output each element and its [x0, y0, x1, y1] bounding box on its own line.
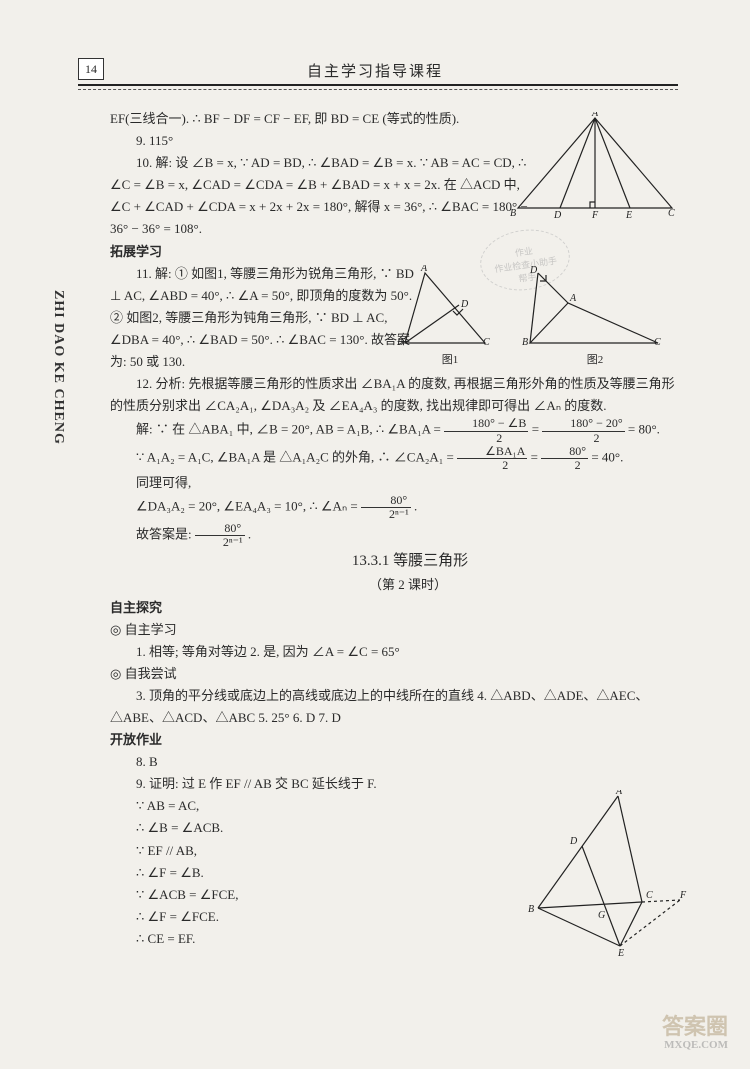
- section-subtitle: （第 2 课时）: [110, 574, 680, 596]
- svg-text:D: D: [553, 210, 562, 221]
- paragraph: 12. 分析: 先根据等腰三角形的性质求出 ∠BA₁A 的度数, 再根据三角形外…: [110, 373, 680, 417]
- svg-text:E: E: [625, 210, 632, 221]
- svg-text:A: A: [615, 790, 623, 797]
- figure-top: A B C D E F: [510, 112, 680, 222]
- svg-text:B: B: [397, 337, 403, 347]
- section-title: 13.3.1 等腰三角形: [110, 549, 680, 575]
- svg-text:B: B: [522, 337, 528, 347]
- page-title: 自主学习指导课程: [0, 60, 750, 81]
- equation-line: 解: ∵ 在 △ABA₁ 中, ∠B = 20°, AB = A₁B, ∴ ∠B…: [110, 417, 680, 444]
- diagram-svg: A B C D E F: [510, 112, 680, 222]
- text: = 80°.: [628, 422, 660, 437]
- svg-text:B: B: [528, 904, 534, 915]
- text: =: [531, 449, 542, 464]
- svg-text:C: C: [646, 890, 653, 901]
- paragraph: 1. 相等; 等角对等边 2. 是, 因为 ∠A = ∠C = 65°: [110, 641, 680, 663]
- heading: 开放作业: [110, 729, 680, 751]
- fraction: 180° − ∠B2: [444, 417, 528, 444]
- watermark: 答案圈 MXQE.COM: [662, 1015, 728, 1051]
- side-pinyin: ZHI DAO KE CHENG: [50, 290, 68, 445]
- paragraph: 8. B: [110, 751, 680, 773]
- fraction: 80°2: [541, 445, 588, 472]
- svg-text:A: A: [591, 112, 599, 119]
- watermark-sub: MXQE.COM: [662, 1039, 728, 1051]
- text: =: [532, 422, 543, 437]
- figure-1: A B C D 图1: [395, 265, 505, 360]
- svg-text:D: D: [569, 836, 578, 847]
- sub-heading: ◎ 自主学习: [110, 619, 680, 641]
- figure-label: 图2: [520, 351, 670, 367]
- svg-text:C: C: [483, 337, 490, 347]
- paragraph: 3. 顶角的平分线或底边上的高线或底边上的中线所在的直线 4. △ABD、△AD…: [110, 685, 680, 729]
- svg-text:C: C: [668, 208, 675, 219]
- figure-2: A B C D 图2: [520, 265, 670, 360]
- equation-line: ∵ A₁A₂ = A₁C, ∠BA₁A 是 △A₁A₂C 的外角, ∴ ∠CA₂…: [110, 445, 680, 472]
- text: .: [414, 499, 417, 514]
- diagram-svg: A B C D: [395, 265, 505, 347]
- figure-label: 图1: [395, 351, 505, 367]
- watermark-text: 答案圈: [662, 1014, 728, 1039]
- fraction: 180° − 20°2: [542, 417, 624, 444]
- sub-heading: ◎ 自我尝试: [110, 663, 680, 685]
- paragraph: 同理可得,: [110, 472, 680, 494]
- text: ∠DA₃A₂ = 20°, ∠EA₄A₃ = 10°, ∴ ∠Aₙ =: [136, 499, 361, 514]
- text: .: [248, 526, 251, 541]
- fraction: ∠BA₁A2: [457, 445, 527, 472]
- svg-text:A: A: [420, 265, 428, 274]
- diagram-svg: A D B C G E F: [520, 790, 690, 960]
- fraction: 80°2ⁿ⁻¹: [195, 522, 245, 549]
- text: 故答案是:: [136, 526, 195, 541]
- svg-text:A: A: [569, 293, 577, 304]
- text: 解: ∵ 在 △ABA₁ 中, ∠B = 20°, AB = A₁B, ∴ ∠B…: [136, 422, 444, 437]
- heading: 自主探究: [110, 597, 680, 619]
- diagram-svg: A B C D: [520, 265, 670, 347]
- text: 自主学习: [125, 622, 177, 637]
- text: ∵ A₁A₂ = A₁C, ∠BA₁A 是 △A₁A₂C 的外角, ∴ ∠CA₂…: [136, 449, 457, 464]
- equation-line: 故答案是: 80°2ⁿ⁻¹ .: [110, 522, 680, 549]
- svg-text:F: F: [591, 210, 599, 221]
- header-rule: [78, 84, 678, 90]
- svg-text:B: B: [510, 208, 516, 219]
- equation-line: ∠DA₃A₂ = 20°, ∠EA₄A₃ = 10°, ∴ ∠Aₙ = 80°2…: [110, 494, 680, 521]
- svg-text:D: D: [529, 265, 538, 276]
- svg-text:F: F: [679, 890, 687, 901]
- svg-text:G: G: [598, 910, 605, 921]
- fraction: 80°2ⁿ⁻¹: [361, 494, 411, 521]
- text: = 40°.: [591, 449, 623, 464]
- heading: 拓展学习: [110, 241, 680, 263]
- svg-text:E: E: [617, 948, 624, 959]
- text: 自我尝试: [125, 666, 177, 681]
- svg-text:D: D: [460, 299, 469, 310]
- figure-bottom: A D B C G E F: [520, 790, 690, 960]
- svg-text:C: C: [654, 337, 661, 347]
